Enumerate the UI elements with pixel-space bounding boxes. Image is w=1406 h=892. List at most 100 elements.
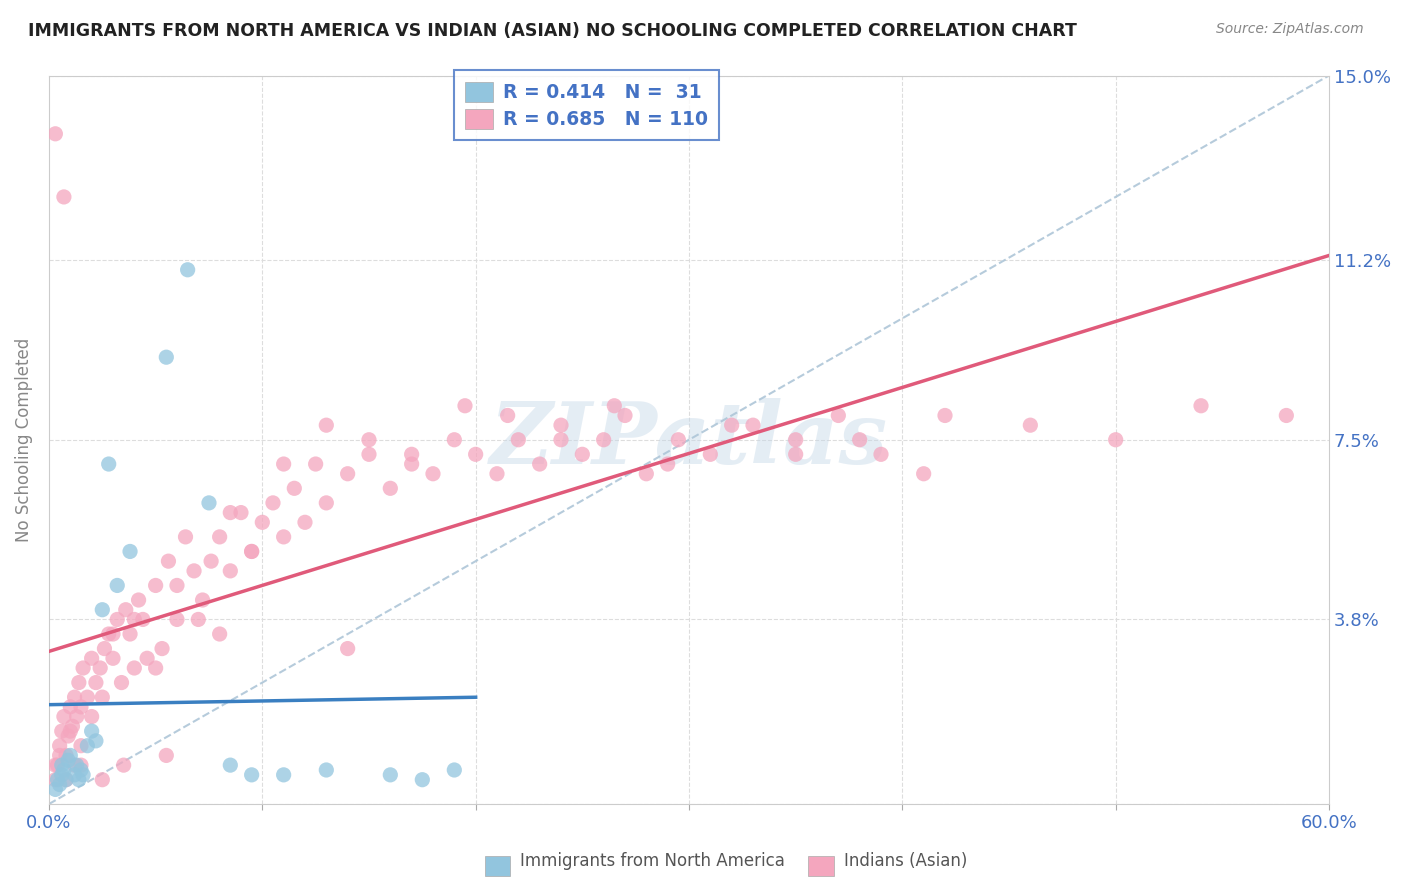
Point bbox=[411, 772, 433, 787]
Point bbox=[101, 627, 124, 641]
Point bbox=[44, 127, 66, 141]
Point bbox=[150, 641, 173, 656]
Point bbox=[66, 709, 89, 723]
Point bbox=[1275, 409, 1298, 423]
Point bbox=[155, 748, 177, 763]
Point bbox=[336, 641, 359, 656]
Point bbox=[166, 612, 188, 626]
Point bbox=[401, 447, 423, 461]
Point bbox=[51, 758, 73, 772]
Point bbox=[70, 699, 93, 714]
Point bbox=[1189, 399, 1212, 413]
Point bbox=[229, 506, 252, 520]
Point bbox=[357, 447, 380, 461]
Point bbox=[785, 447, 807, 461]
Point bbox=[262, 496, 284, 510]
Point bbox=[80, 651, 103, 665]
Point bbox=[336, 467, 359, 481]
Point bbox=[912, 467, 935, 481]
Point bbox=[219, 564, 242, 578]
Point bbox=[273, 768, 295, 782]
Point bbox=[124, 612, 146, 626]
Text: ZIPatlas: ZIPatlas bbox=[489, 398, 889, 482]
Point bbox=[67, 772, 90, 787]
Point bbox=[70, 739, 93, 753]
Point bbox=[67, 675, 90, 690]
Point bbox=[315, 496, 337, 510]
Point bbox=[105, 612, 128, 626]
Point bbox=[63, 758, 86, 772]
Point bbox=[401, 457, 423, 471]
Point bbox=[305, 457, 328, 471]
Point bbox=[84, 734, 107, 748]
Point bbox=[105, 578, 128, 592]
Point bbox=[657, 457, 679, 471]
Point bbox=[720, 418, 742, 433]
Point bbox=[46, 758, 69, 772]
Point bbox=[592, 433, 614, 447]
Point bbox=[59, 699, 82, 714]
Point bbox=[422, 467, 444, 481]
Point bbox=[174, 530, 197, 544]
Point bbox=[84, 675, 107, 690]
Point bbox=[529, 457, 551, 471]
Point bbox=[56, 753, 79, 767]
Point bbox=[48, 748, 70, 763]
Point bbox=[443, 763, 465, 777]
Point bbox=[208, 530, 231, 544]
Point bbox=[145, 661, 167, 675]
Point bbox=[72, 661, 94, 675]
Point bbox=[52, 190, 75, 204]
Point bbox=[273, 457, 295, 471]
Legend: R = 0.414   N =  31, R = 0.685   N = 110: R = 0.414 N = 31, R = 0.685 N = 110 bbox=[454, 70, 718, 140]
Point bbox=[51, 724, 73, 739]
Point bbox=[827, 409, 849, 423]
Point bbox=[273, 530, 295, 544]
Point bbox=[315, 763, 337, 777]
Point bbox=[136, 651, 159, 665]
Point bbox=[63, 690, 86, 705]
Text: IMMIGRANTS FROM NORTH AMERICA VS INDIAN (ASIAN) NO SCHOOLING COMPLETED CORRELATI: IMMIGRANTS FROM NORTH AMERICA VS INDIAN … bbox=[28, 22, 1077, 40]
Point bbox=[155, 350, 177, 364]
Point bbox=[51, 768, 73, 782]
Point bbox=[200, 554, 222, 568]
Point bbox=[785, 433, 807, 447]
Point bbox=[80, 709, 103, 723]
Point bbox=[219, 758, 242, 772]
Point bbox=[380, 481, 402, 495]
Point bbox=[240, 768, 263, 782]
Point bbox=[283, 481, 305, 495]
Point bbox=[176, 262, 198, 277]
Point bbox=[44, 782, 66, 797]
Point bbox=[52, 763, 75, 777]
Point bbox=[55, 772, 77, 787]
Point bbox=[198, 496, 221, 510]
Point bbox=[183, 564, 205, 578]
Point bbox=[240, 544, 263, 558]
Point bbox=[110, 675, 132, 690]
Point bbox=[571, 447, 593, 461]
Point bbox=[454, 399, 477, 413]
Point bbox=[464, 447, 486, 461]
Point bbox=[742, 418, 765, 433]
Point bbox=[485, 467, 508, 481]
Y-axis label: No Schooling Completed: No Schooling Completed bbox=[15, 338, 32, 541]
Point bbox=[97, 627, 120, 641]
Point bbox=[166, 578, 188, 592]
Point bbox=[508, 433, 530, 447]
Point bbox=[59, 748, 82, 763]
Point bbox=[252, 516, 274, 530]
Point bbox=[80, 724, 103, 739]
Point bbox=[357, 433, 380, 447]
Point bbox=[76, 690, 98, 705]
Point bbox=[48, 739, 70, 753]
Point bbox=[132, 612, 155, 626]
Point bbox=[118, 627, 141, 641]
Point bbox=[52, 709, 75, 723]
Point bbox=[550, 418, 572, 433]
Point bbox=[128, 593, 150, 607]
Point bbox=[145, 578, 167, 592]
Point bbox=[89, 661, 111, 675]
Point bbox=[91, 690, 114, 705]
Point bbox=[240, 544, 263, 558]
